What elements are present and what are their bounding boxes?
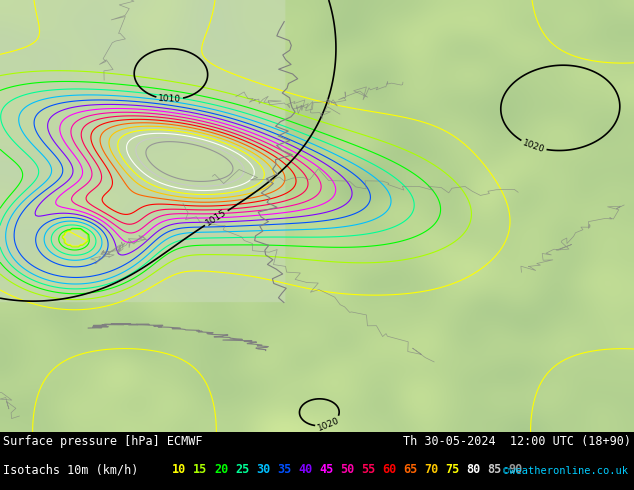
Text: Surface pressure [hPa] ECMWF: Surface pressure [hPa] ECMWF: [3, 435, 202, 448]
Text: 65: 65: [403, 463, 417, 476]
Text: 70: 70: [424, 463, 438, 476]
Text: 40: 40: [298, 463, 313, 476]
Text: 20: 20: [214, 463, 228, 476]
Text: 60: 60: [382, 463, 396, 476]
Text: Isotachs 10m (km/h): Isotachs 10m (km/h): [3, 463, 138, 476]
Text: 1015: 1015: [204, 208, 228, 228]
Text: 45: 45: [319, 463, 333, 476]
Text: Th 30-05-2024  12:00 UTC (18+90): Th 30-05-2024 12:00 UTC (18+90): [403, 435, 631, 448]
Text: 90: 90: [508, 463, 522, 476]
Text: 1010: 1010: [158, 94, 181, 104]
Text: 1020: 1020: [316, 416, 340, 433]
Text: 30: 30: [256, 463, 270, 476]
Text: 85: 85: [487, 463, 501, 476]
Text: 1020: 1020: [521, 138, 546, 154]
Text: 10: 10: [172, 463, 186, 476]
Text: 50: 50: [340, 463, 354, 476]
Text: 80: 80: [466, 463, 480, 476]
Text: 55: 55: [361, 463, 375, 476]
Text: 75: 75: [445, 463, 459, 476]
Text: 35: 35: [277, 463, 291, 476]
Text: 15: 15: [193, 463, 207, 476]
Text: ©weatheronline.co.uk: ©weatheronline.co.uk: [503, 466, 628, 476]
Text: 25: 25: [235, 463, 249, 476]
